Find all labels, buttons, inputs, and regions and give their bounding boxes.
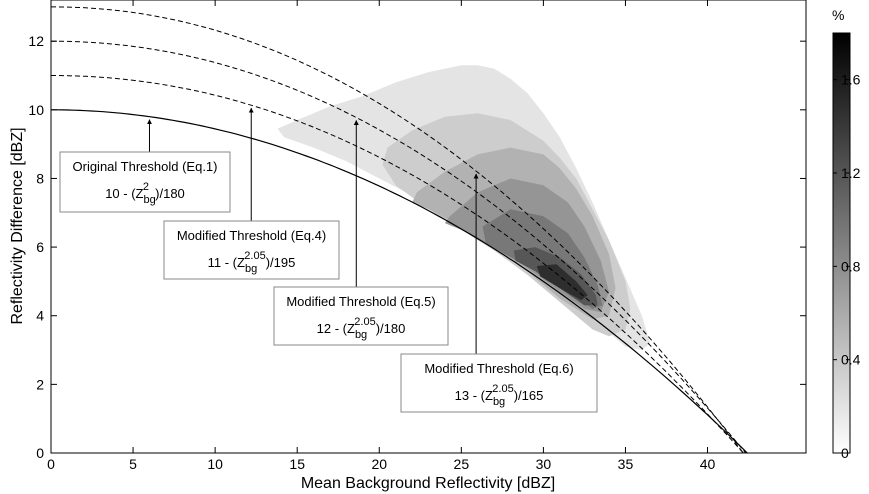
annotation-title-3: Modified Threshold (Eq.6) [424,361,573,376]
x-tick-label-30: 30 [536,456,552,472]
y-tick-label-12: 12 [28,33,44,49]
annotation-formula-2: 12 - (Zbg2.05)/180 [317,316,406,341]
x-tick-label-5: 5 [129,456,137,472]
y-axis: 0 2 4 6 8 10 12 [28,33,806,461]
threshold-curve-2 [51,40,746,453]
annotation-formula-0: 10 - (Zbg2)/180 [105,181,185,206]
colorbar-gradient [832,32,851,454]
colorbar: % 0 0.4 0.8 1.2 1.6 [832,7,861,461]
colorbar-tick-label-1: 0.4 [841,352,861,368]
annotation-3: Modified Threshold (Eq.6) 13 - (Zbg2.05)/… [400,173,598,413]
annotation-1: Modified Threshold (Eq.4) 11 - (Zbg2.05)/… [163,107,340,280]
colorbar-tick-label-4: 1.6 [841,72,861,88]
x-tick-label-20: 20 [371,456,387,472]
annotation-formula-1: 11 - (Zbg2.05)/195 [208,250,296,275]
annotation-box-2 [273,286,449,346]
annotation-0: Original Threshold (Eq.1) 10 - (Zbg2)/180 [59,119,231,213]
plot-frame [50,0,807,454]
threshold-curves [51,6,748,453]
threshold-curve-3 [51,6,744,453]
annotation-formula-3: 13 - (Zbg2.05)/165 [455,383,544,408]
density-contour-6 [536,264,588,301]
threshold-curve-1 [51,75,744,453]
y-tick-label-0: 0 [36,445,44,461]
y-tick-label-2: 2 [36,376,44,392]
x-tick-label-35: 35 [618,456,634,472]
x-tick-label-25: 25 [454,456,470,472]
annotation-title-0: Original Threshold (Eq.1) [73,159,218,174]
y-tick-label-10: 10 [28,102,44,118]
x-axis: 0 5 10 15 20 25 30 35 40 [47,0,716,472]
y-tick-label-6: 6 [36,239,44,255]
threshold-curve-0 [51,109,748,453]
y-tick-label-8: 8 [36,170,44,186]
annotation-title-2: Modified Threshold (Eq.5) [286,294,435,309]
colorbar-tick-label-2: 0.8 [841,258,861,274]
x-tick-label-10: 10 [207,456,223,472]
x-tick-label-0: 0 [47,456,55,472]
annotation-title-1: Modified Threshold (Eq.4) [177,228,326,243]
annotation-box-0 [59,151,231,213]
y-tick-label-4: 4 [36,308,44,324]
density-contours [277,65,651,350]
x-axis-label: Mean Background Reflectivity [dBZ] [301,475,555,492]
annotation-2: Modified Threshold (Eq.5) 12 - (Zbg2.05)/… [273,120,449,346]
annotation-box-3 [400,353,598,413]
colorbar-tick-label-3: 1.2 [841,165,861,181]
colorbar-unit-label: % [832,7,844,23]
x-tick-label-40: 40 [700,456,716,472]
colorbar-tick-label-0: 0 [841,445,849,461]
annotation-box-1 [163,220,340,280]
y-axis-label: Reflectivity Difference [dBZ] [9,127,26,324]
x-tick-label-15: 15 [289,456,305,472]
colorbar-ticks: 0 0.4 0.8 1.2 1.6 [833,72,861,461]
annotations: Original Threshold (Eq.1) 10 - (Zbg2)/180… [59,107,598,413]
